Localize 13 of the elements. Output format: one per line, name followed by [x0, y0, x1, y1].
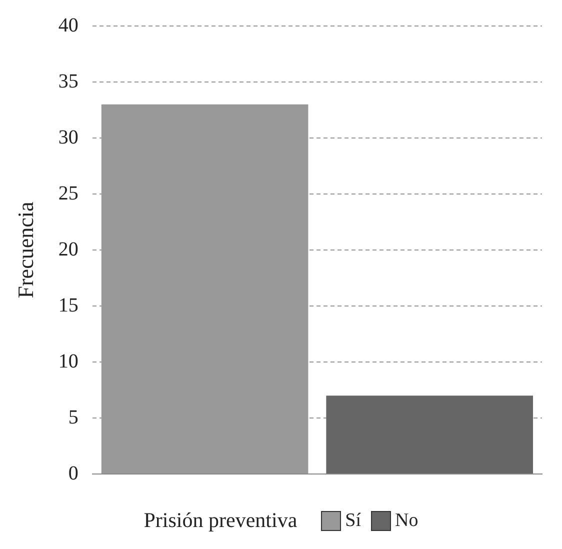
y-tick-label: 20 [58, 238, 78, 260]
y-tick-label: 15 [58, 294, 78, 316]
legend-title: Prisión preventiva [144, 508, 298, 533]
y-tick-label: 35 [58, 70, 78, 92]
y-tick-label: 40 [58, 14, 78, 36]
legend-label: Sí [345, 510, 361, 532]
y-tick-label: 5 [68, 406, 78, 428]
y-tick-label: 25 [58, 182, 78, 204]
legend-label: No [395, 510, 418, 532]
y-tick-label: 0 [68, 462, 78, 484]
y-tick-label: 10 [58, 350, 78, 372]
y-axis-title: Frecuencia [12, 202, 38, 298]
y-tick-label: 30 [58, 126, 78, 148]
